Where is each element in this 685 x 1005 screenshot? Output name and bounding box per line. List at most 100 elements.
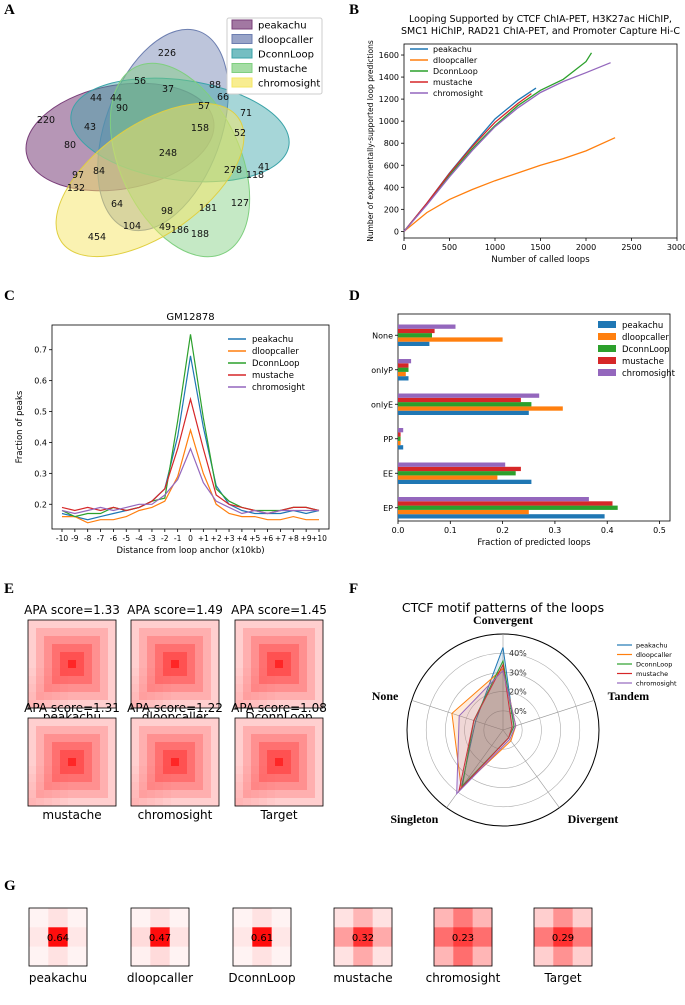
apa-cell [60,726,69,735]
apa-cell [211,750,220,759]
apa-cell [92,700,101,709]
apa-cell [92,782,101,791]
apa-cell [28,774,37,783]
apa-cell [243,726,252,735]
apa-cell [131,652,140,661]
apa-cell [76,758,85,767]
apa-cell [195,668,204,677]
apa-cell [267,668,276,677]
apa-cell [100,636,109,645]
apa-cell [84,620,93,629]
apa-cell [203,676,212,685]
apa-cell [307,660,316,669]
apa-cell [131,742,140,751]
bar-mustache [398,397,521,403]
apa-cell [76,652,85,661]
apa-cell [275,766,284,775]
apa-cell [171,700,180,709]
bar-DconnLoop [398,471,516,476]
apa-cell [291,676,300,685]
apa-cell [108,652,117,661]
legend-label: mustache [622,357,664,367]
apa-cell [299,790,308,799]
apa-cell [44,774,53,783]
apa-cell [243,750,252,759]
apa-cell [92,652,101,661]
apa-cell [155,726,164,735]
g-center-value: 0.32 [352,933,374,944]
apa-cell [68,628,77,637]
radar-axis [502,729,560,808]
apa-cell [243,734,252,743]
g-cell [252,927,272,947]
g-cell [472,908,493,928]
plot-frame [397,313,671,522]
apa-cell [187,726,196,735]
apa-cell [299,676,308,685]
apa-cell [171,676,180,685]
apa-cell [235,684,244,693]
apa-cell [235,652,244,661]
apa-cell [131,700,140,709]
apa-cell [307,734,316,743]
apa-cell [211,798,220,807]
apa-cell [315,766,324,775]
apa-cell [251,766,260,775]
y-tick-label: 1600 [379,51,399,60]
legend-swatch [598,321,616,328]
apa-cell [267,718,276,727]
apa-cell [315,668,324,677]
apa-cell [267,726,276,735]
x-tick-label: -5 [123,534,131,543]
apa-cell [52,742,61,751]
apa-cell [155,750,164,759]
apa-cell [291,750,300,759]
panel-g-heatmaps: 0.64 peakachu 0.47 dloopcaller 0.61 DconnLoop… [28,907,593,985]
apa-cell [203,790,212,799]
apa-cell [267,766,276,775]
apa-cell [179,718,188,727]
apa-cell [28,758,37,767]
apa-cell [139,742,148,751]
apa-cell [291,798,300,807]
bar-chromosight [398,324,456,329]
y-tick-label: 400 [384,183,399,192]
apa-cell [155,774,164,783]
apa-method-label: chromosight [138,808,213,822]
apa-cell [92,758,101,767]
apa-cell [171,652,180,661]
g-method-label: peakachu [29,971,87,985]
apa-cell [283,798,292,807]
apa-cell [108,734,117,743]
y-tick-label: 0.3 [34,469,47,478]
series-line-dloopcaller [62,427,319,524]
apa-cell [195,700,204,709]
bar-mustache [398,501,613,506]
apa-cell [139,766,148,775]
apa-cell [203,700,212,709]
apa-cell [68,676,77,685]
x-tick-label: 1000 [485,243,505,252]
apa-cell [131,660,140,669]
g-frame [130,907,190,967]
legend-label: peakachu [433,45,472,54]
apa-cell [251,750,260,759]
g-cell [271,946,292,967]
apa-cell [163,652,172,661]
apa-cell [52,652,61,661]
apa-cell [76,644,85,653]
apa-cell [307,742,316,751]
apa-cell [251,628,260,637]
apa-cell [163,684,172,693]
apa-cell [84,798,93,807]
y-tick-label: 600 [384,161,399,170]
apa-cell [92,766,101,775]
apa-cell [163,628,172,637]
apa-cell [52,758,61,767]
category-label: EE [383,469,393,478]
apa-cell [44,700,53,709]
apa-cell [307,628,316,637]
apa-frame [130,717,220,807]
apa-cell [36,700,45,709]
